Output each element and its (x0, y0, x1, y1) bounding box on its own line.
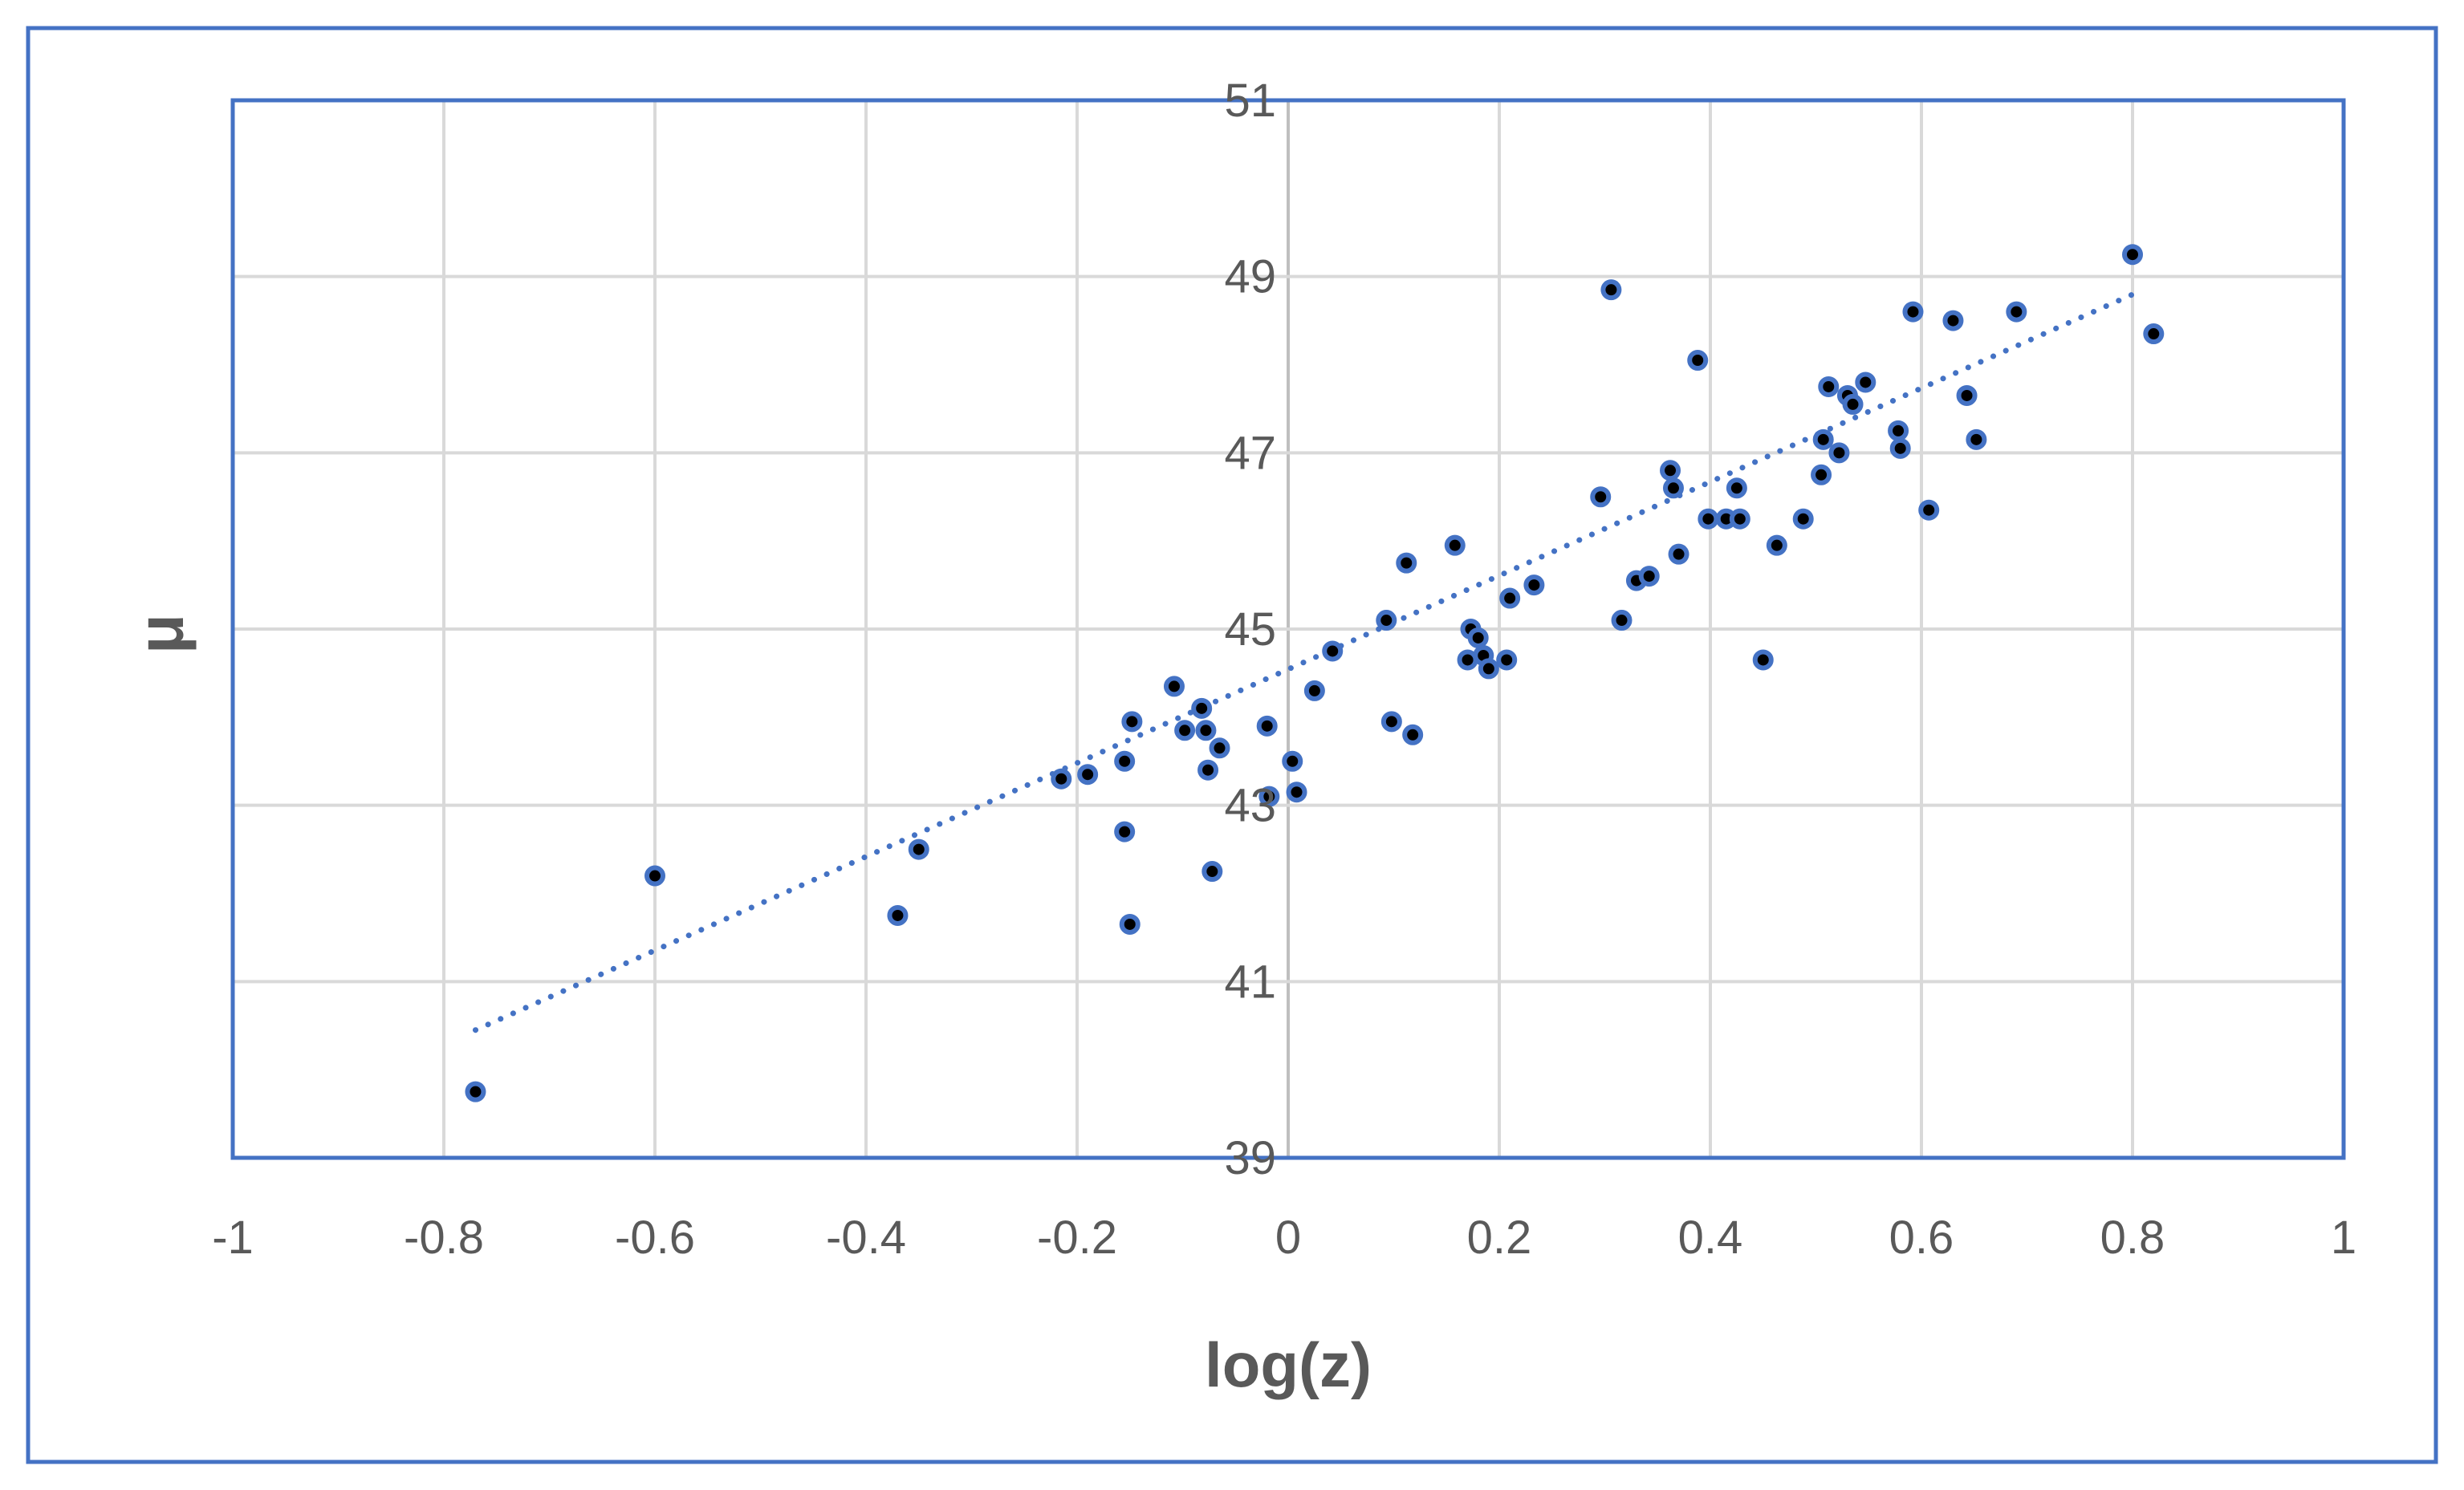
y-tick-label: 47 (1224, 427, 1276, 479)
x-tick-label: 0.8 (2100, 1212, 2165, 1264)
y-tick-label: 49 (1224, 251, 1276, 303)
data-point (908, 838, 929, 860)
data-point (1303, 680, 1325, 701)
data-point (1956, 384, 1978, 406)
data-point (1209, 737, 1230, 759)
data-point (1523, 574, 1545, 596)
data-point (1726, 477, 1747, 499)
data-point (1322, 640, 1344, 662)
trendline (472, 286, 2146, 1033)
data-point (1611, 610, 1633, 631)
data-point (1077, 764, 1099, 786)
x-tick-label: -0.2 (1037, 1212, 1117, 1264)
x-tick-label: -0.6 (615, 1212, 695, 1264)
data-point (1121, 711, 1143, 733)
data-point (1256, 715, 1278, 737)
data-point (1402, 724, 1424, 745)
data-point (1380, 711, 1402, 733)
data-point (1942, 310, 1964, 331)
x-tick-label: 1 (2331, 1212, 2356, 1264)
plot-area-border (230, 98, 2346, 1160)
data-point (1114, 750, 1136, 772)
data-point (1258, 786, 1280, 807)
data-point (1668, 543, 1689, 565)
data-point (1174, 720, 1196, 741)
data-point (1729, 508, 1750, 530)
data-point (1286, 782, 1307, 803)
data-point (1590, 486, 1612, 508)
data-point (1191, 697, 1213, 719)
data-point (1828, 442, 1850, 464)
data-point (1662, 477, 1684, 499)
data-point (1499, 587, 1521, 609)
data-point (1478, 658, 1499, 680)
data-point (1202, 861, 1223, 883)
data-point (1051, 768, 1072, 790)
data-point (1467, 627, 1489, 648)
x-tick-label: 0.2 (1467, 1212, 1532, 1264)
data-point (1855, 371, 1876, 393)
data-point (1660, 460, 1681, 481)
data-point (1195, 720, 1217, 741)
y-tick-label: 41 (1224, 956, 1276, 1008)
data-point (1396, 552, 1417, 574)
data-point (1812, 428, 1834, 450)
chart-frame (26, 26, 2438, 1464)
y-tick-label: 45 (1224, 603, 1276, 656)
data-point (1163, 676, 1185, 697)
data-point (1698, 508, 1719, 530)
data-point (1114, 821, 1136, 842)
data-point (1966, 428, 1987, 450)
data-point (1282, 750, 1303, 772)
data-point (1638, 566, 1660, 587)
x-tick-label: -0.4 (826, 1212, 906, 1264)
data-points (465, 244, 2165, 1102)
y-tick-label: 39 (1224, 1132, 1276, 1184)
data-point (2122, 244, 2143, 266)
y-axis-tick-labels: 39 41 43 45 47 49 51 (1224, 75, 1276, 1184)
data-point (1918, 499, 1940, 521)
data-point (1376, 610, 1397, 631)
y-tick-label: 43 (1224, 780, 1276, 832)
data-point (1842, 393, 1864, 415)
x-tick-label: 0.4 (1678, 1212, 1743, 1264)
x-tick-label: 0.6 (1889, 1212, 1954, 1264)
data-point (1752, 649, 1774, 671)
data-point (1889, 437, 1911, 459)
x-axis-tick-labels: -1 -0.8 -0.6 -0.4 -0.2 0 0.2 0.4 0.6 0.8 1 (212, 1212, 2356, 1264)
data-point (1902, 301, 1924, 323)
data-point (1600, 279, 1622, 301)
trendline-layer (472, 286, 2146, 1033)
y-tick-label: 51 (1224, 75, 1276, 127)
data-point (1818, 376, 1840, 397)
data-point (2006, 301, 2027, 323)
data-point (1888, 420, 1909, 441)
x-tick-label: -0.8 (404, 1212, 484, 1264)
y-axis-title: μ (124, 614, 197, 654)
data-point (1811, 464, 1832, 485)
data-point (1444, 534, 1466, 556)
x-axis-title: log(z) (1205, 1330, 1372, 1400)
x-tick-label: 0 (1275, 1212, 1301, 1264)
data-point (2143, 323, 2165, 345)
data-point (887, 904, 909, 926)
data-point (1792, 508, 1814, 530)
x-tick-label: -1 (212, 1212, 254, 1264)
data-point (1687, 350, 1709, 371)
data-point (1496, 649, 1518, 671)
data-point (1197, 759, 1219, 781)
data-point (644, 865, 665, 887)
data-point (1766, 534, 1787, 556)
data-point (1119, 913, 1141, 935)
data-point (465, 1081, 486, 1102)
